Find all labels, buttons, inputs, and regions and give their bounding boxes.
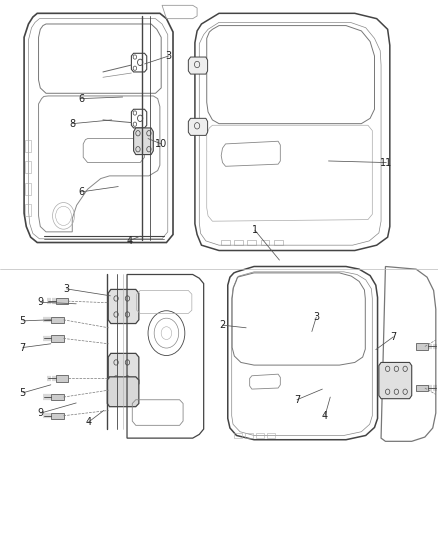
Bar bbox=[51, 335, 64, 342]
Bar bbox=[51, 317, 64, 323]
Text: 5: 5 bbox=[20, 388, 26, 398]
Polygon shape bbox=[134, 128, 153, 155]
Text: 2: 2 bbox=[219, 320, 226, 330]
Text: 4: 4 bbox=[322, 411, 328, 421]
Polygon shape bbox=[379, 362, 412, 399]
Bar bbox=[25, 204, 31, 216]
Text: 10: 10 bbox=[155, 139, 167, 149]
Bar bbox=[247, 240, 256, 245]
Bar bbox=[234, 240, 243, 245]
Bar bbox=[267, 433, 275, 438]
Bar bbox=[56, 298, 68, 304]
Text: 3: 3 bbox=[166, 51, 172, 61]
Polygon shape bbox=[188, 57, 208, 74]
Text: 3: 3 bbox=[64, 284, 70, 294]
Text: 4: 4 bbox=[126, 236, 132, 246]
Text: 1: 1 bbox=[252, 225, 258, 235]
Bar bbox=[274, 240, 283, 245]
Bar bbox=[256, 433, 264, 438]
Polygon shape bbox=[108, 289, 139, 324]
Text: 6: 6 bbox=[78, 187, 84, 197]
Bar bbox=[221, 240, 230, 245]
Text: 4: 4 bbox=[85, 417, 92, 427]
Text: 5: 5 bbox=[20, 316, 26, 326]
Bar bbox=[56, 375, 68, 382]
Text: 6: 6 bbox=[78, 94, 84, 103]
Bar bbox=[416, 385, 428, 391]
Bar bbox=[25, 183, 31, 195]
Text: 7: 7 bbox=[20, 343, 26, 352]
Polygon shape bbox=[188, 118, 208, 135]
Bar bbox=[245, 433, 253, 438]
Bar bbox=[25, 161, 31, 173]
Text: 11: 11 bbox=[380, 158, 392, 167]
Bar bbox=[51, 394, 64, 400]
Bar bbox=[416, 343, 428, 350]
Text: 9: 9 bbox=[38, 408, 44, 418]
Bar bbox=[261, 240, 269, 245]
Text: 8: 8 bbox=[69, 119, 75, 128]
Text: 7: 7 bbox=[294, 395, 300, 405]
Text: 7: 7 bbox=[390, 332, 396, 342]
Polygon shape bbox=[108, 353, 139, 387]
Text: 3: 3 bbox=[313, 312, 319, 322]
Bar bbox=[51, 413, 64, 419]
Text: 9: 9 bbox=[38, 297, 44, 307]
Polygon shape bbox=[107, 377, 139, 407]
Bar bbox=[25, 140, 31, 152]
Bar bbox=[234, 433, 242, 438]
